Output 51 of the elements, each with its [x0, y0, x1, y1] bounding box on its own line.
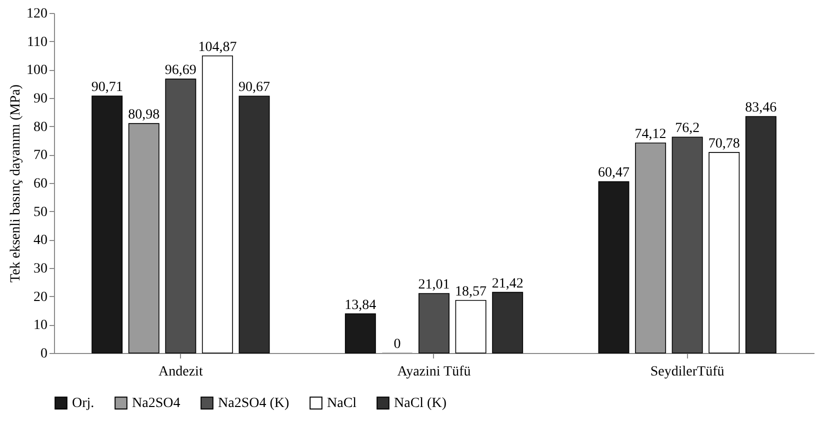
legend-label: Na2SO4 (K) — [218, 396, 290, 412]
bar — [672, 136, 703, 354]
x-tick-label: Andezit — [158, 364, 203, 380]
bar — [708, 152, 740, 354]
data-label: 104,87 — [198, 40, 237, 55]
y-tick-label: 60 — [34, 176, 48, 192]
y-tick-label: 20 — [34, 290, 48, 305]
legend-label: Na2SO4 — [132, 396, 180, 412]
bar — [598, 181, 630, 354]
y-tick-label: 100 — [26, 63, 48, 78]
bar — [92, 96, 123, 354]
data-label: 76,2 — [675, 121, 700, 136]
y-tick-label: 40 — [34, 233, 48, 248]
legend-label: NaCl — [327, 396, 357, 412]
y-tick-label: 80 — [34, 120, 48, 135]
y-tick-label: 90 — [34, 92, 48, 106]
y-tick-label: 70 — [34, 148, 48, 164]
legend-label: NaCl (K) — [394, 396, 447, 412]
data-label: 83,46 — [745, 100, 777, 116]
data-label: 21,42 — [492, 276, 524, 292]
bar — [344, 313, 376, 354]
bar — [238, 96, 270, 354]
bar — [745, 116, 776, 354]
y-tick-label: 10 — [34, 318, 48, 334]
bar — [128, 123, 160, 354]
y-tick-label: 110 — [27, 34, 48, 50]
bar — [165, 78, 196, 354]
y-tick-label: 50 — [34, 204, 48, 220]
data-label: 0 — [394, 337, 401, 352]
x-tick-label: Ayazini Tüfü — [397, 364, 471, 380]
x-tick-label: SeydilerTüfü — [650, 364, 724, 380]
bar — [418, 293, 450, 354]
data-label: 74,12 — [634, 126, 666, 142]
data-label: 60,47 — [598, 166, 630, 181]
y-tick-label: 120 — [26, 6, 48, 22]
data-label: 90,67 — [238, 80, 270, 96]
data-label: 70,78 — [708, 136, 740, 152]
bar — [455, 300, 486, 354]
legend-label: Orj. — [72, 396, 94, 412]
data-label: 96,69 — [164, 63, 196, 78]
y-tick-label: 30 — [34, 262, 48, 276]
data-label: 13,84 — [344, 298, 376, 313]
y-axis-title: Tek eksenli basınç dayanımı (MPa) — [8, 84, 24, 283]
data-label: 21,01 — [418, 277, 450, 292]
data-label: 18,57 — [455, 284, 487, 300]
data-label: 90,71 — [91, 80, 123, 95]
bar — [635, 142, 666, 354]
data-label: 80,98 — [128, 108, 160, 123]
bar — [202, 55, 233, 354]
bar — [492, 292, 524, 354]
y-tick-label: 0 — [40, 346, 48, 362]
